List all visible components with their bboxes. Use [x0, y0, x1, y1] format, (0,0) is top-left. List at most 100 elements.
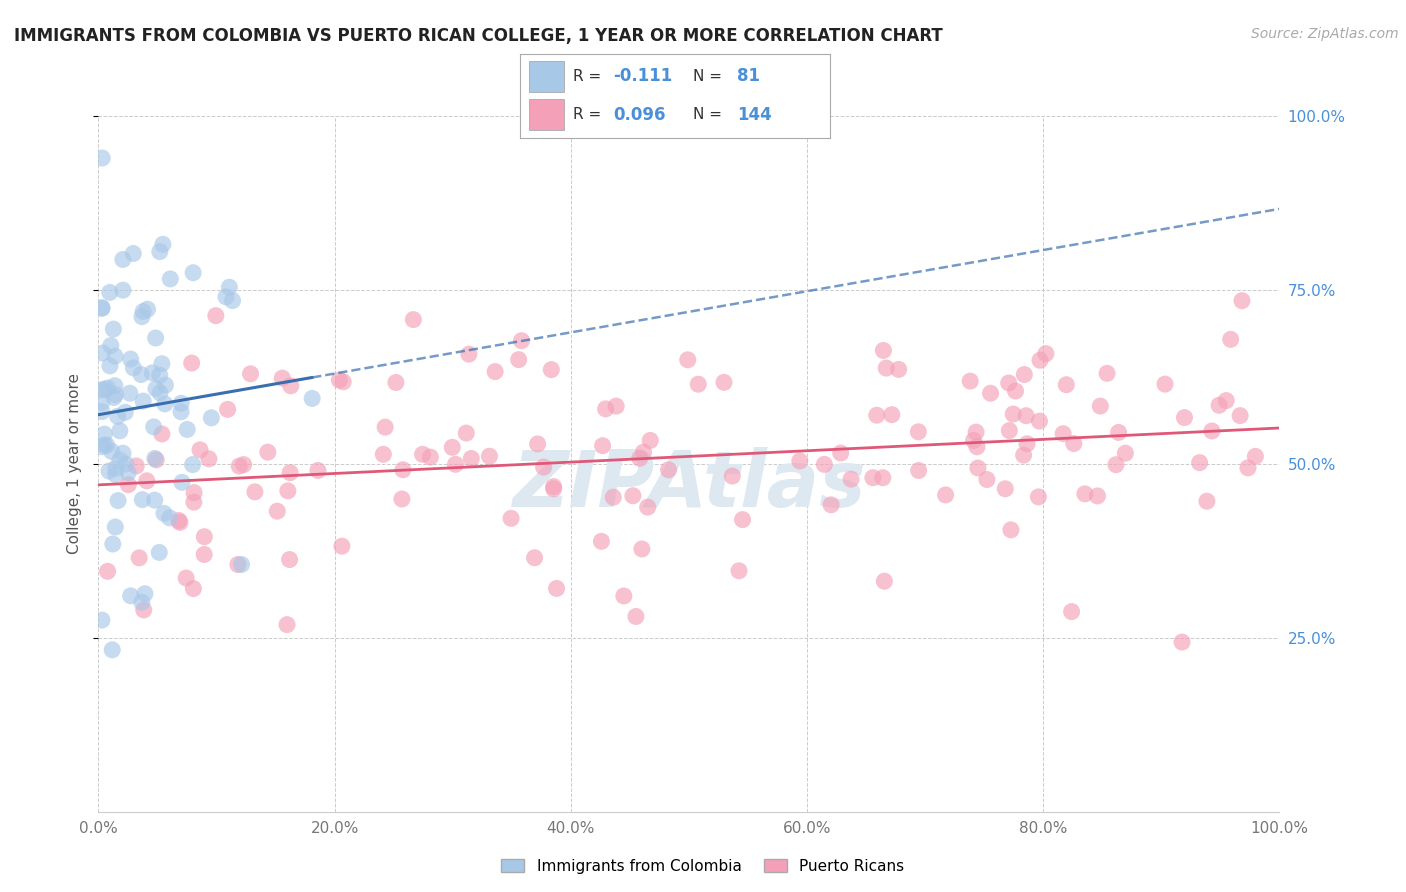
Point [143, 493, 166, 508]
Point [875, 361, 897, 376]
Text: R =: R = [572, 69, 606, 84]
Point [193, 530, 215, 544]
Point [526, 437, 548, 451]
Point [93, 438, 115, 452]
Point [998, 424, 1021, 438]
Point [159, 511, 181, 525]
Point [107, 409, 129, 424]
Point [385, 376, 408, 390]
Point [965, 425, 987, 439]
Point [1154, 377, 1177, 392]
Text: IMMIGRANTS FROM COLOMBIA VS PUERTO RICAN COLLEGE, 1 YEAR OR MORE CORRELATION CHA: IMMIGRANTS FROM COLOMBIA VS PUERTO RICAN… [14, 27, 943, 45]
Point [111, 283, 134, 297]
Point [441, 440, 464, 454]
Point [132, 394, 155, 409]
Point [153, 397, 176, 411]
Point [114, 405, 136, 419]
Point [155, 378, 177, 392]
Point [328, 373, 350, 387]
Point [1063, 436, 1085, 450]
Point [141, 366, 163, 380]
Point [967, 461, 990, 475]
Point [108, 424, 131, 438]
Point [1060, 605, 1083, 619]
Point [789, 454, 811, 468]
Point [484, 365, 506, 379]
Point [117, 466, 139, 480]
Point [592, 439, 614, 453]
Point [637, 500, 659, 515]
Point [122, 360, 145, 375]
FancyBboxPatch shape [530, 62, 564, 92]
Point [256, 445, 278, 459]
Point [143, 451, 166, 466]
Point [1028, 490, 1050, 504]
Point [976, 473, 998, 487]
Point [602, 490, 624, 504]
Point [277, 483, 299, 498]
Point [631, 541, 654, 556]
Point [170, 475, 193, 490]
Point [1054, 377, 1077, 392]
Point [149, 244, 172, 259]
Point [108, 453, 131, 467]
Point [872, 471, 894, 485]
Point [613, 589, 636, 603]
Point [713, 376, 735, 390]
Point [1105, 458, 1128, 472]
Point [1201, 424, 1223, 438]
Point [392, 463, 415, 477]
Point [243, 484, 266, 499]
Point [200, 410, 222, 425]
Point [148, 545, 170, 559]
Point [131, 595, 153, 609]
Point [873, 574, 896, 589]
Point [132, 304, 155, 318]
Point [1219, 332, 1241, 346]
Text: -0.111: -0.111 [613, 68, 672, 86]
Point [104, 461, 127, 475]
Point [239, 367, 262, 381]
Point [391, 491, 413, 506]
Point [880, 408, 903, 422]
Point [1114, 446, 1136, 460]
Point [120, 351, 142, 366]
Point [167, 514, 190, 528]
Point [994, 482, 1017, 496]
Point [91, 301, 114, 315]
Point [510, 334, 533, 348]
Point [1108, 425, 1130, 440]
Point [150, 427, 173, 442]
Point [104, 378, 127, 392]
Point [98, 359, 121, 373]
Point [125, 458, 148, 473]
Point [1230, 293, 1253, 308]
Point [307, 463, 329, 477]
Point [1014, 368, 1036, 382]
Point [104, 520, 127, 534]
Point [97, 564, 120, 578]
Point [1074, 487, 1097, 501]
Point [1171, 635, 1194, 649]
Point [129, 368, 152, 382]
Point [101, 537, 124, 551]
Text: R =: R = [572, 107, 606, 122]
Point [1208, 398, 1230, 412]
Point [444, 458, 467, 472]
Point [820, 498, 842, 512]
Y-axis label: College, 1 year or more: College, 1 year or more [67, 374, 83, 554]
Point [91, 404, 114, 418]
Point [145, 382, 167, 396]
Point [595, 401, 617, 416]
Point [174, 571, 197, 585]
Text: Source: ZipAtlas.com: Source: ZipAtlas.com [1251, 27, 1399, 41]
Point [266, 504, 288, 518]
Point [543, 482, 565, 496]
Text: 144: 144 [737, 105, 772, 123]
Point [181, 458, 204, 472]
Point [91, 395, 114, 409]
Point [122, 246, 145, 260]
Point [1028, 414, 1050, 428]
Point [419, 450, 441, 464]
Point [221, 293, 243, 308]
